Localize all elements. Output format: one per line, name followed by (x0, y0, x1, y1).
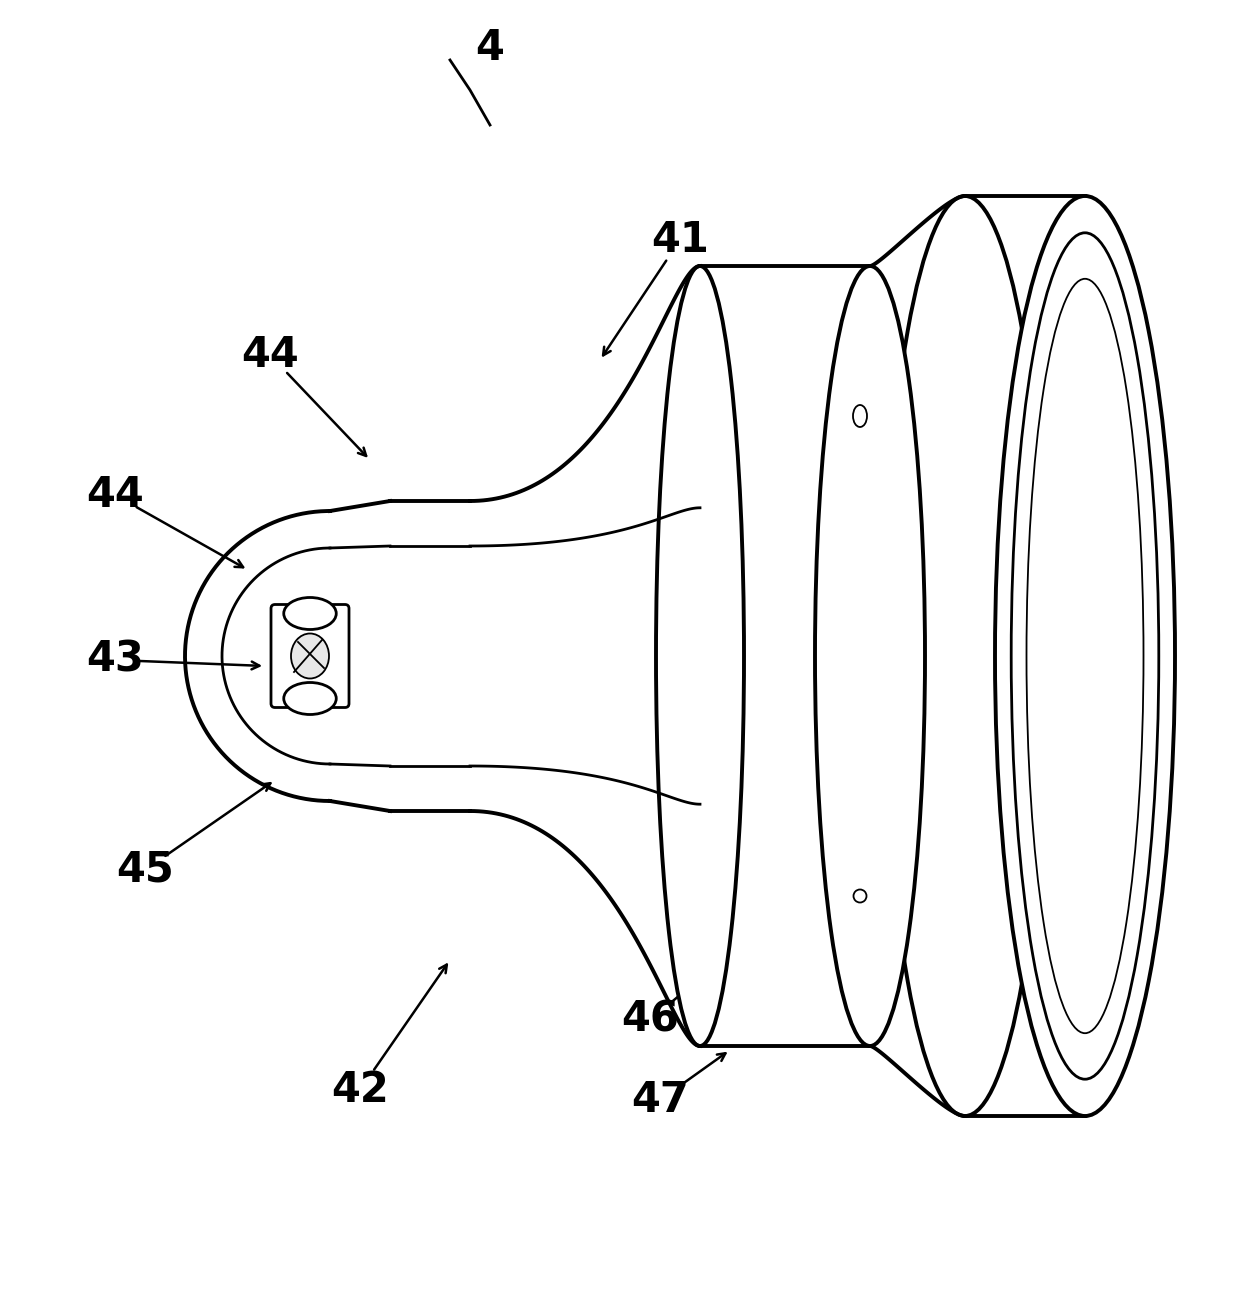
Ellipse shape (853, 405, 867, 426)
Text: 41: 41 (651, 219, 709, 261)
Text: 4: 4 (476, 28, 505, 70)
Ellipse shape (284, 597, 336, 630)
Ellipse shape (291, 634, 329, 678)
Polygon shape (265, 589, 355, 723)
Text: 42: 42 (331, 1069, 389, 1111)
Ellipse shape (815, 266, 925, 1046)
Ellipse shape (884, 195, 1047, 1117)
Ellipse shape (656, 266, 744, 1046)
Text: 45: 45 (117, 849, 174, 891)
Ellipse shape (994, 195, 1176, 1117)
Text: 44: 44 (241, 335, 299, 377)
Ellipse shape (284, 682, 336, 715)
Text: 44: 44 (86, 474, 144, 516)
FancyBboxPatch shape (272, 605, 348, 707)
Ellipse shape (853, 890, 867, 903)
Text: 46: 46 (621, 998, 680, 1040)
Text: 47: 47 (631, 1078, 689, 1120)
Text: 43: 43 (86, 639, 144, 681)
